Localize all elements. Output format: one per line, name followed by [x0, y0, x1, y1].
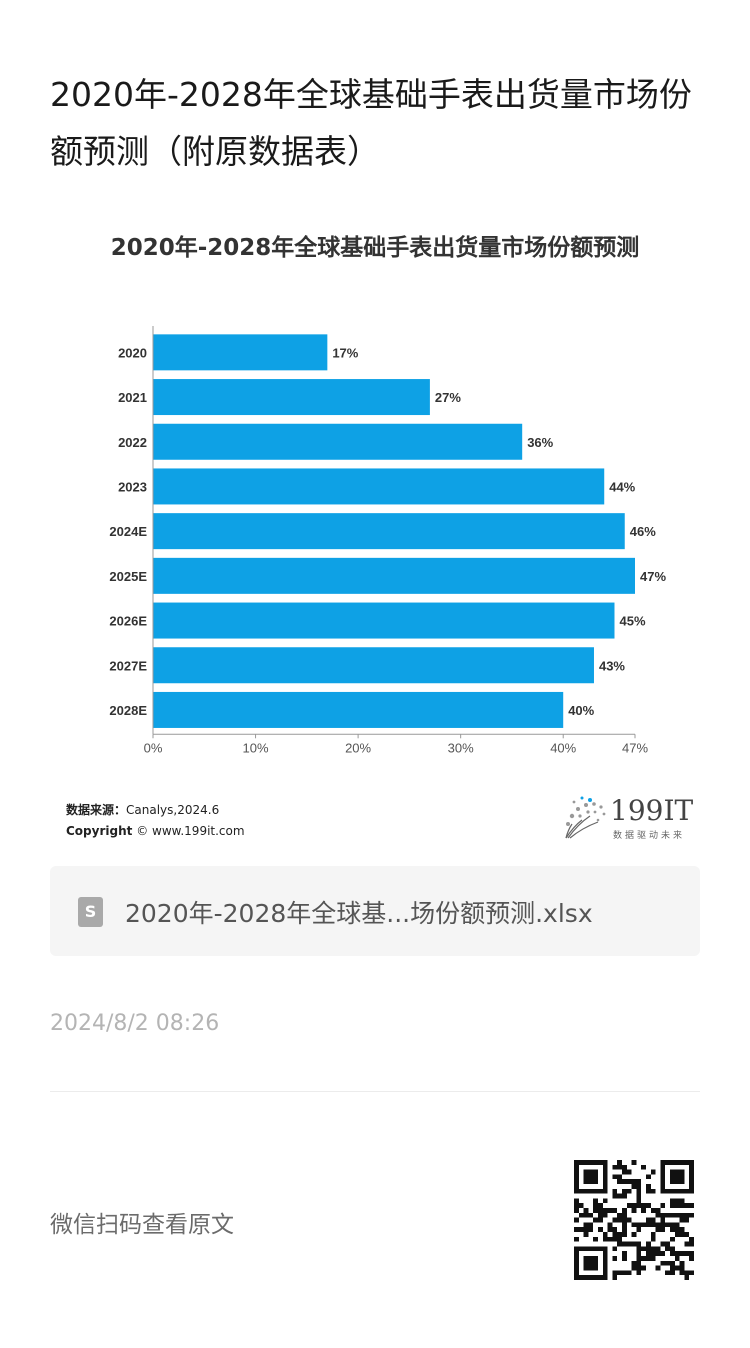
file-icon-glyph: S: [84, 902, 97, 921]
data-label: 47%: [640, 569, 666, 584]
bar: [153, 334, 328, 371]
bar: [153, 691, 564, 728]
copyright-text: © www.199it.com: [136, 824, 245, 838]
bar: [153, 468, 605, 505]
chart-title: 2020年-2028年全球基础手表出货量市场份额预测: [110, 235, 640, 261]
logo-text: 199IT: [610, 794, 694, 827]
bar: [153, 513, 625, 550]
data-label: 44%: [609, 479, 635, 494]
qr-code-icon[interactable]: [574, 1160, 694, 1280]
category-label: 2022: [118, 435, 147, 450]
scan-label: 微信扫码查看原文: [50, 1212, 234, 1238]
category-label: 2020: [118, 345, 147, 360]
x-tick-label: 10%: [243, 740, 269, 755]
x-tick-label: 47%: [622, 740, 648, 755]
x-tick-label: 30%: [448, 740, 474, 755]
logo-subtext: 数据驱动未来: [613, 831, 686, 841]
category-label: 2026E: [109, 614, 147, 629]
spreadsheet-file-icon: S: [78, 897, 103, 927]
divider: [50, 1091, 700, 1092]
x-tick-label: 40%: [550, 740, 576, 755]
bar: [153, 647, 594, 684]
publish-timestamp: 2024/8/2 08:26: [50, 1011, 220, 1036]
category-label: 2024E: [109, 524, 147, 539]
qr-code-modules: [574, 1160, 694, 1280]
bar: [153, 602, 615, 639]
data-label: 27%: [435, 390, 461, 405]
logo: 199IT 数据驱动未来: [560, 794, 700, 842]
source-text: Canalys,2024.6: [126, 803, 220, 817]
bar: [153, 423, 523, 460]
copyright-label: Copyright: [66, 824, 133, 838]
category-label: 2027E: [109, 658, 147, 673]
dandelion-logo-icon: [565, 796, 606, 839]
data-label: 46%: [630, 524, 656, 539]
attachment-file-card[interactable]: S 2020年-2028年全球基...场份额预测.xlsx: [50, 866, 700, 956]
category-label: 2025E: [109, 569, 147, 584]
bar: [153, 379, 430, 416]
x-tick-label: 20%: [345, 740, 371, 755]
x-tick-label: 0%: [144, 740, 163, 755]
category-label: 2028E: [109, 703, 147, 718]
data-label: 36%: [527, 435, 553, 450]
bar-chart: 2020 17% 2021 27% 2022 36% 2023 44% 2024E 46% 2025…: [109, 326, 666, 755]
category-label: 2023: [118, 479, 147, 494]
data-label: 45%: [619, 614, 645, 629]
bar: [153, 557, 635, 594]
data-label: 40%: [568, 703, 594, 718]
article-title: 2020年-2028年全球基础手表出货量市场份额预测（附原数据表）: [50, 75, 692, 172]
data-label: 17%: [332, 345, 358, 360]
source-note: 数据来源：Canalys,2024.6 Copyright © www.199i…: [66, 800, 245, 842]
category-label: 2021: [118, 390, 147, 405]
data-label: 43%: [599, 658, 625, 673]
attachment-file-name[interactable]: 2020年-2028年全球基...场份额预测.xlsx: [125, 899, 593, 928]
source-label: 数据来源：: [66, 803, 127, 817]
